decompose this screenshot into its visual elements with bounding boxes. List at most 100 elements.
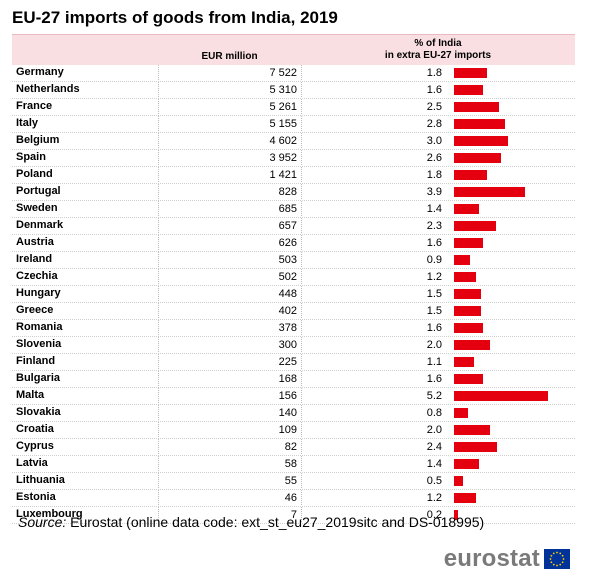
eur-million-value: 626 [278, 237, 297, 249]
share-cell: 0.9 [302, 252, 446, 268]
country-name: Luxembourg [16, 508, 83, 520]
eur-million-value: 58 [284, 458, 297, 470]
eur-million-value: 4 602 [269, 135, 297, 147]
eur-million-cell: 109 [158, 422, 302, 437]
share-cell: 5.2 [302, 388, 446, 404]
share-bar [454, 340, 491, 350]
table-row: Denmark 657 2.3 [12, 218, 575, 235]
share-bar [454, 238, 483, 248]
eur-million-cell: 5 310 [158, 82, 302, 97]
table-row: Netherlands 5 310 1.6 [12, 82, 575, 99]
share-bar [454, 221, 496, 231]
table-row: Romania 378 1.6 [12, 320, 575, 337]
share-value: 5.2 [426, 390, 442, 402]
country-name: Finland [16, 355, 56, 367]
eur-million-value: 5 261 [269, 101, 297, 113]
country-name: Belgium [16, 134, 60, 146]
table-row: Spain 3 952 2.6 [12, 150, 575, 167]
country-name: Austria [16, 236, 54, 248]
share-cell: 1.8 [302, 167, 446, 183]
share-cell: 1.2 [302, 490, 446, 506]
share-bar [454, 408, 469, 418]
eur-million-value: 448 [278, 288, 297, 300]
share-bar [454, 476, 464, 486]
share-value: 1.1 [426, 356, 442, 368]
header-eur-million: EUR million [201, 51, 258, 62]
flag-star [559, 552, 562, 555]
share-cell: 0.5 [302, 473, 446, 489]
country-name: Sweden [16, 202, 58, 214]
eur-million-cell: 168 [158, 371, 302, 386]
share-value: 1.5 [426, 305, 442, 317]
eur-million-cell: 685 [158, 201, 302, 216]
share-cell: 2.6 [302, 150, 446, 166]
flag-star [561, 561, 564, 564]
share-cell: 0.8 [302, 405, 446, 421]
share-value: 3.9 [426, 186, 442, 198]
eur-million-value: 109 [278, 424, 297, 436]
share-cell: 1.6 [302, 82, 446, 98]
country-name: Czechia [16, 270, 58, 282]
share-bar [454, 153, 501, 163]
flag-star [550, 561, 553, 564]
share-bar [454, 289, 482, 299]
eur-million-value: 168 [278, 373, 297, 385]
share-bar [454, 493, 476, 503]
table-row: Czechia 502 1.2 [12, 269, 575, 286]
table-row: Croatia 109 2.0 [12, 422, 575, 439]
table-row: Malta 156 5.2 [12, 388, 575, 405]
share-value: 1.6 [426, 322, 442, 334]
share-bar [454, 85, 483, 95]
flag-star [562, 558, 565, 560]
flag-star [556, 551, 558, 554]
share-value: 1.2 [426, 492, 442, 504]
table-row: Hungary 448 1.5 [12, 286, 575, 303]
share-value: 2.3 [426, 220, 442, 232]
share-cell: 1.4 [302, 201, 446, 217]
table-row: Estonia 46 1.2 [12, 490, 575, 507]
header-share-line1: % of India [414, 38, 462, 49]
share-cell: 3.9 [302, 184, 446, 200]
country-name: Malta [16, 389, 45, 401]
table-row: Bulgaria 168 1.6 [12, 371, 575, 388]
share-value: 1.6 [426, 373, 442, 385]
country-name: Cyprus [16, 440, 54, 452]
eur-million-value: 1 421 [269, 169, 297, 181]
share-bar [454, 255, 471, 265]
country-name: France [16, 100, 53, 112]
header-share: % of India in extra EU-27 imports [358, 38, 518, 62]
eur-million-value: 685 [278, 203, 297, 215]
share-value: 2.0 [426, 339, 442, 351]
share-bar [454, 374, 483, 384]
eur-million-cell: 5 261 [158, 99, 302, 114]
share-value: 0.8 [426, 407, 442, 419]
share-cell: 2.5 [302, 99, 446, 115]
chart-title: EU-27 imports of goods from India, 2019 [12, 8, 338, 27]
share-bar [454, 510, 458, 520]
share-value: 1.6 [426, 237, 442, 249]
eur-million-cell: 46 [158, 490, 302, 505]
table-row: Austria 626 1.6 [12, 235, 575, 252]
table-row: Germany 7 522 1.8 [12, 65, 575, 82]
share-value: 0.2 [426, 509, 442, 521]
eur-million-value: 300 [278, 339, 297, 351]
country-name: Poland [16, 168, 53, 180]
share-cell: 2.8 [302, 116, 446, 132]
eur-million-value: 5 310 [269, 84, 297, 96]
share-bar [454, 357, 474, 367]
eur-million-cell: 225 [158, 354, 302, 369]
flag-star [550, 554, 553, 557]
eur-million-cell: 4 602 [158, 133, 302, 148]
eur-million-value: 502 [278, 271, 297, 283]
share-value: 2.4 [426, 441, 442, 453]
table-body: Germany 7 522 1.8 Netherlands 5 310 1.6 France… [12, 65, 575, 524]
share-value: 1.8 [426, 67, 442, 79]
source-label: Source: [18, 514, 67, 530]
share-value: 2.8 [426, 118, 442, 130]
eu-flag-icon [544, 549, 570, 569]
eur-million-cell: 502 [158, 269, 302, 284]
eur-million-cell: 156 [158, 388, 302, 403]
eur-million-cell: 448 [158, 286, 302, 301]
share-value: 1.6 [426, 84, 442, 96]
source-text: Eurostat (online data code: ext_st_eu27_… [70, 514, 485, 530]
